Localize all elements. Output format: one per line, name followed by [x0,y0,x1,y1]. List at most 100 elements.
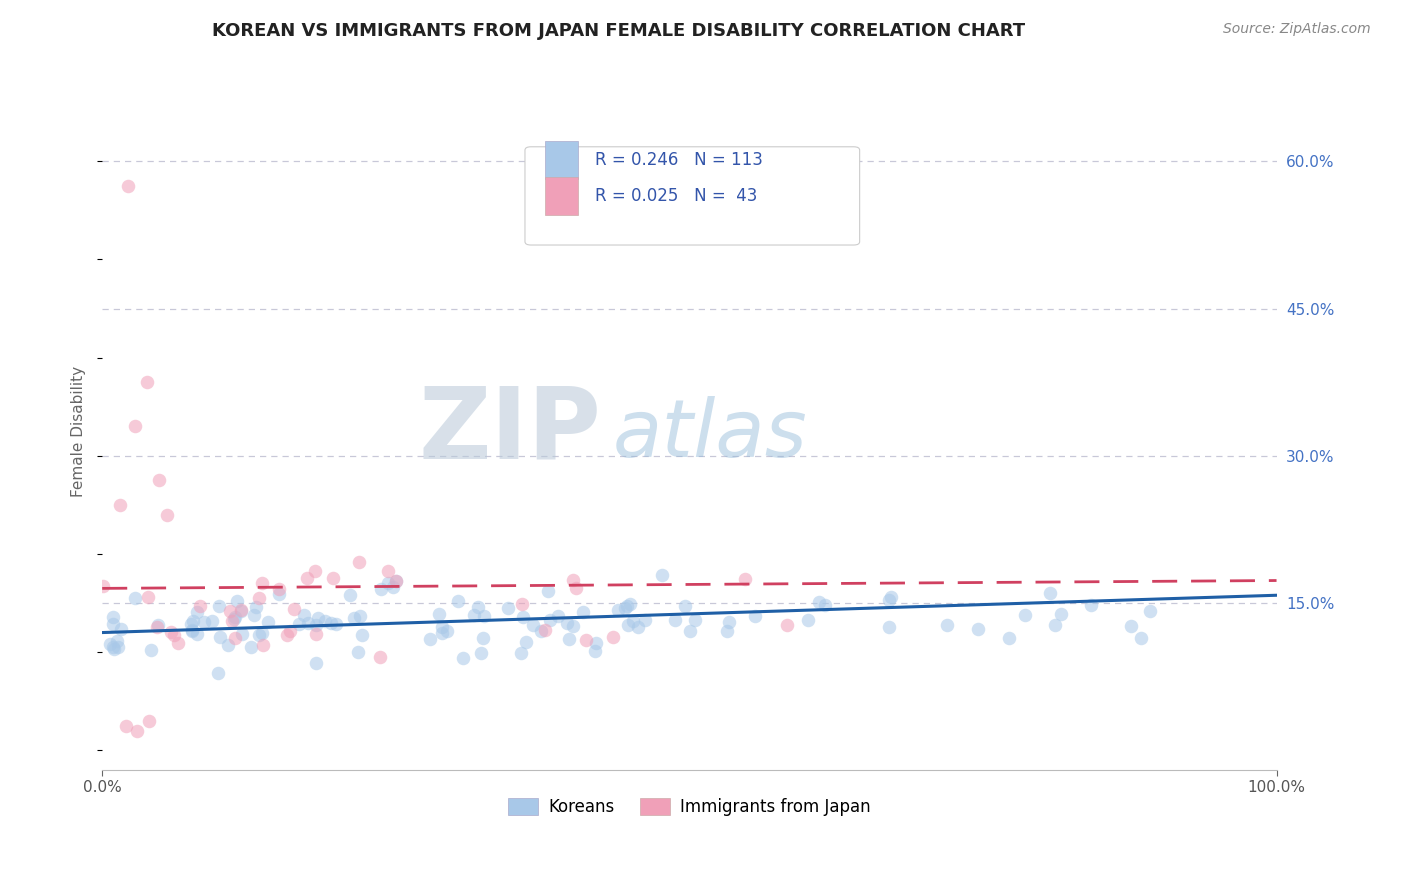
Point [368,650,391,665]
Text: R = 0.246   N = 113: R = 0.246 N = 113 [595,151,763,169]
Point [796,613,818,627]
Point [419,632,441,647]
Point [530,624,553,639]
Point [114,719,136,733]
Point [217,639,239,653]
Point [124,591,146,605]
Point [343,611,366,625]
Point [936,618,959,632]
Point [1039,586,1062,600]
Point [138,590,160,604]
Point [385,574,408,588]
Point [319,615,342,630]
Point [181,614,204,628]
Point [472,609,495,624]
Point [278,624,301,638]
Point [880,590,903,604]
Point [257,615,280,629]
Point [135,375,157,389]
Point [186,627,208,641]
Point [877,593,900,607]
Point [606,603,628,617]
Text: KOREAN VS IMMIGRANTS FROM JAPAN FEMALE DISABILITY CORRELATION CHART: KOREAN VS IMMIGRANTS FROM JAPAN FEMALE D… [212,22,1025,40]
Point [716,624,738,639]
Point [547,609,569,624]
Point [91,579,114,593]
Point [110,622,132,636]
FancyBboxPatch shape [524,147,859,245]
Point [370,582,392,596]
Point [339,588,361,602]
Point [614,600,637,615]
Point [346,644,368,658]
Point [243,607,266,622]
Point [470,646,492,660]
Point [181,623,204,637]
Point [146,620,169,634]
Point [181,624,204,639]
Point [349,608,371,623]
Point [221,614,243,628]
Point [146,618,169,632]
Point [534,623,557,637]
Point [616,599,638,613]
Point [572,606,595,620]
Point [307,611,329,625]
Point [537,583,560,598]
Point [139,643,162,657]
Point [515,635,537,649]
Point [627,620,650,634]
Point [208,630,231,644]
Point [512,610,534,624]
Point [231,627,253,641]
Point [163,627,186,641]
Point [619,597,641,611]
Point [557,632,579,647]
Point [103,642,125,657]
Point [240,640,263,655]
Point [621,615,644,629]
Point [325,616,347,631]
Point [522,617,544,632]
Point [98,637,121,651]
Point [352,628,374,642]
Point [1119,619,1142,633]
Point [127,723,149,738]
Point [288,617,311,632]
FancyBboxPatch shape [546,178,578,215]
Point [245,599,267,614]
Point [1043,618,1066,632]
Point [222,612,245,626]
Point [349,555,371,569]
Point [664,613,686,627]
Point [117,178,139,193]
Point [250,626,273,640]
Point [305,618,328,632]
Point [734,572,756,586]
Point [432,620,454,634]
Point [304,564,326,578]
Point [453,651,475,665]
Text: atlas: atlas [613,396,808,474]
Point [101,616,124,631]
Point [269,582,291,596]
Point [200,614,222,628]
Point [208,599,231,613]
Y-axis label: Female Disability: Female Disability [72,366,86,497]
Point [565,581,588,595]
Point [744,608,766,623]
Point [297,616,319,631]
Point [107,634,129,648]
Point [1080,598,1102,612]
Point [557,615,579,630]
Point [436,624,458,638]
Point [305,626,328,640]
Point [510,597,533,611]
Point [377,575,399,590]
Point [156,508,179,522]
Point [180,617,202,632]
Point [304,656,326,670]
Point [966,623,988,637]
Text: Source: ZipAtlas.com: Source: ZipAtlas.com [1223,22,1371,37]
Point [276,628,298,642]
